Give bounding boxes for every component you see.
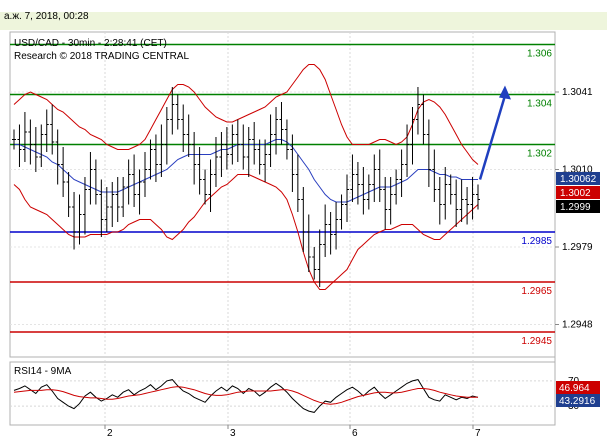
price-badge-label: 1.30062 — [560, 174, 597, 185]
chart-header: а.ж. 7, 2018, 00:28 — [0, 0, 607, 30]
chart-title: USD/CAD - 30min - 2:28:41 (CET) — [14, 38, 167, 49]
rsi-ma-line — [13, 386, 478, 405]
header-band — [0, 12, 607, 30]
moving-average-line — [14, 139, 478, 203]
x-tick-label: 7 — [475, 428, 481, 439]
price-badge — [556, 186, 600, 199]
band-layer — [13, 64, 479, 290]
x-tick-label: 2 — [107, 428, 113, 439]
price-badge — [556, 172, 600, 185]
level-label: 1.302 — [527, 149, 552, 160]
badge-layer: 1.30062 1.3002 1.2999 — [556, 172, 600, 213]
rsi-label: RSI14 - 9MA — [14, 366, 72, 377]
level-label: 1.2985 — [521, 236, 552, 247]
price-badge-label: 1.2999 — [560, 202, 591, 213]
price-tick-label: 1.2979 — [562, 242, 593, 253]
date-label: а.ж. 7, 2018, 00:28 — [4, 11, 89, 22]
price-badge-label: 1.3002 — [560, 188, 591, 199]
price-tick-label: 1.3010 — [562, 165, 593, 176]
chart-subtitle: Research © 2018 TRADING CENTRAL — [14, 51, 189, 62]
bollinger-lower-band — [13, 174, 479, 290]
rsi-badge-label: 43.2916 — [559, 396, 596, 407]
bollinger-upper-band — [13, 64, 479, 165]
candle-layer — [12, 87, 480, 287]
rsi-badge — [556, 381, 600, 394]
grid-layer — [10, 32, 555, 425]
forecast-arrow-head — [499, 85, 511, 100]
forecast-layer — [478, 85, 511, 180]
level-layer: 1.306 1.304 1.302 1.2985 1.2965 1.2945 — [10, 43, 555, 347]
level-label: 1.306 — [527, 49, 552, 60]
forecast-arrow-shaft — [478, 95, 507, 180]
x-tick-label: 6 — [352, 428, 358, 439]
rsi-line — [13, 379, 479, 413]
rsi-badge-label: 46.964 — [559, 383, 590, 394]
price-tick-label: 1.2948 — [562, 320, 593, 331]
price-tick-label: 1.3041 — [562, 87, 593, 98]
level-label: 1.2965 — [521, 286, 552, 297]
level-label: 1.2945 — [521, 336, 552, 347]
axis-layer: 1.3041 1.3010 1.2979 1.2948 — [555, 87, 593, 331]
x-tick-label: 3 — [230, 428, 236, 439]
price-badge — [556, 200, 600, 213]
x-axis-layer: 2 3 6 7 — [10, 424, 555, 439]
rsi-badge — [556, 394, 600, 407]
level-label: 1.304 — [527, 99, 552, 110]
